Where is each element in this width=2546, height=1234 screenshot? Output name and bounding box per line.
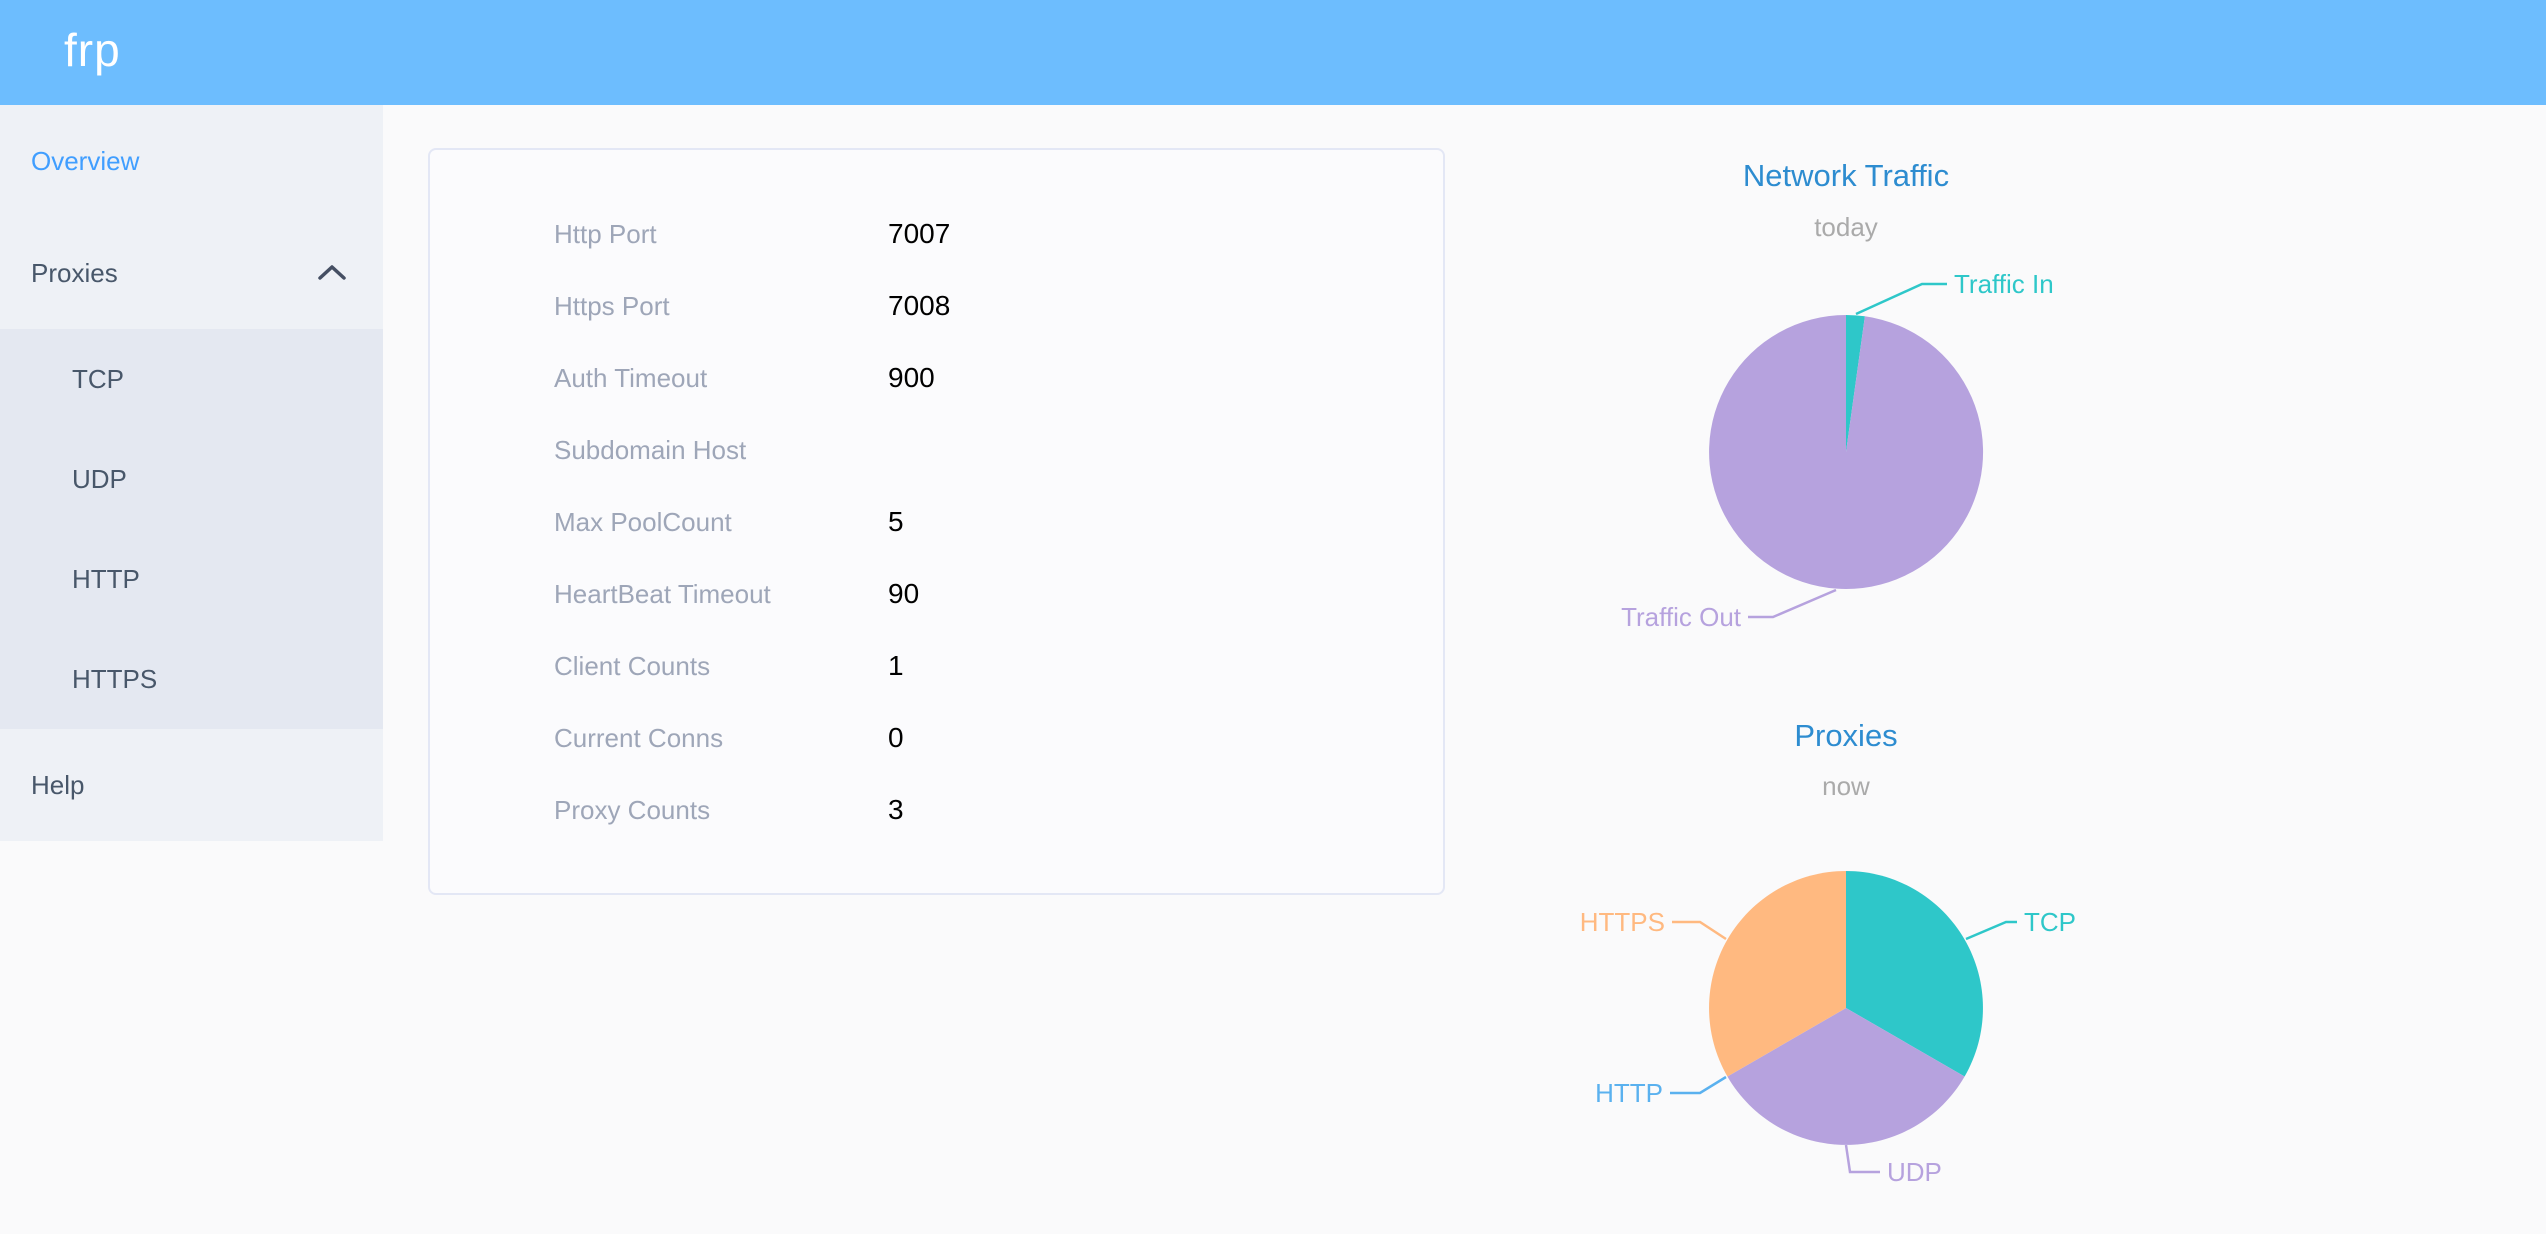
pie-label-traffic-out: Traffic Out <box>1621 602 1742 632</box>
config-value: 900 <box>888 362 935 393</box>
pie-slice-udp[interactable] <box>1727 1008 1965 1145</box>
pie-label-udp: UDP <box>1887 1157 1942 1187</box>
config-label: HeartBeat Timeout <box>554 578 771 609</box>
server-config-card: Http Port 7007 Https Port 7008 Auth Time… <box>428 148 1445 895</box>
sidebar-item-label: Help <box>31 770 85 800</box>
config-label: Current Conns <box>554 722 724 753</box>
pie-slice-traffic-out[interactable] <box>1709 315 1984 589</box>
config-row-client-counts: Client Counts 1 <box>430 630 1443 702</box>
sidebar-item-proxies[interactable]: Proxies <box>0 217 383 329</box>
sidebar-item-label: UDP <box>72 464 127 494</box>
config-value: 3 <box>888 794 904 825</box>
sidebar-item-tcp[interactable]: TCP <box>0 329 383 429</box>
pie-label-line-udp <box>1844 1144 1880 1174</box>
config-value: 7008 <box>888 290 951 321</box>
sidebar-item-label: TCP <box>72 364 124 394</box>
config-row-proxy-counts: Proxy Counts 3 <box>430 774 1443 846</box>
pie-label-traffic-in: Traffic In <box>1954 269 2054 299</box>
config-label: Max PoolCount <box>554 506 732 537</box>
pie-charts-canvas: Traffic In Traffic Out TCP UDP HTTP HTTPS <box>1580 269 2076 1187</box>
config-label: Client Counts <box>554 650 711 681</box>
pie-label-line-traffic-in <box>1855 282 1947 316</box>
pie-slice-tcp[interactable] <box>1846 871 1983 1077</box>
config-row-current-conns: Current Conns 0 <box>430 702 1443 774</box>
config-value: 7007 <box>888 218 951 249</box>
config-row-max-poolcount: Max PoolCount 5 <box>430 486 1443 558</box>
pie-slice-https[interactable] <box>1709 871 1846 1077</box>
config-value: 90 <box>888 578 920 609</box>
sidebar: Overview Proxies TCP UDP HTTP HTTPS Help <box>0 105 383 841</box>
config-row-subdomain-host: Subdomain Host <box>430 414 1443 486</box>
pie-label-https: HTTPS <box>1580 907 1665 937</box>
config-value: 1 <box>888 650 904 681</box>
config-value: 0 <box>888 722 904 753</box>
config-label: Auth Timeout <box>554 362 708 393</box>
sidebar-item-http[interactable]: HTTP <box>0 529 383 629</box>
config-value: 5 <box>888 506 904 537</box>
config-row-http-port: Http Port 7007 <box>430 198 1443 270</box>
proxies-chart-title: Proxies <box>1794 718 1898 753</box>
app-logo: frp <box>64 24 121 76</box>
config-row-https-port: Https Port 7008 <box>430 270 1443 342</box>
pie-label-line-tcp <box>1965 920 2017 941</box>
pie-label-line-http <box>1670 1075 1727 1095</box>
network-traffic-chart-title: Network Traffic <box>1742 158 1950 193</box>
proxies-chart-subtitle: now <box>1822 771 1870 801</box>
chevron-up-icon <box>318 265 346 280</box>
sidebar-item-https[interactable]: HTTPS <box>0 629 383 729</box>
sidebar-item-udp[interactable]: UDP <box>0 429 383 529</box>
pie-label-http: HTTP <box>1595 1078 1663 1108</box>
config-row-heartbeat-timeout: HeartBeat Timeout 90 <box>430 558 1443 630</box>
config-label: Proxy Counts <box>554 794 711 825</box>
sidebar-item-label: Overview <box>31 146 140 176</box>
config-row-auth-timeout: Auth Timeout 900 <box>430 342 1443 414</box>
pie-label-line-traffic-out <box>1748 588 1837 619</box>
sidebar-item-label: HTTP <box>72 564 140 594</box>
sidebar-item-label: Proxies <box>31 258 118 288</box>
network-traffic-chart-subtitle: today <box>1814 212 1878 242</box>
config-label: Http Port <box>554 218 657 249</box>
app-header: frp <box>0 0 2546 105</box>
config-label: Subdomain Host <box>554 434 747 465</box>
config-label: Https Port <box>554 290 670 321</box>
pie-label-line-https <box>1672 920 1727 941</box>
sidebar-item-help[interactable]: Help <box>0 729 383 841</box>
proxies-submenu: TCP UDP HTTP HTTPS <box>0 329 383 729</box>
sidebar-item-overview[interactable]: Overview <box>0 105 383 217</box>
pie-slice-traffic-in[interactable] <box>1846 315 1865 452</box>
sidebar-item-label: HTTPS <box>72 664 158 694</box>
pie-label-tcp: TCP <box>2024 907 2076 937</box>
